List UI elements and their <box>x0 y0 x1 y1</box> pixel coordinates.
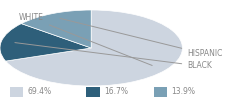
FancyBboxPatch shape <box>10 87 23 97</box>
FancyBboxPatch shape <box>86 87 100 97</box>
Text: BLACK: BLACK <box>15 43 212 70</box>
FancyBboxPatch shape <box>154 87 167 97</box>
Text: 13.9%: 13.9% <box>172 88 196 96</box>
Wedge shape <box>6 10 182 86</box>
Wedge shape <box>0 24 91 61</box>
Text: WHITE: WHITE <box>19 14 152 66</box>
Text: HISPANIC: HISPANIC <box>60 18 222 58</box>
Wedge shape <box>21 10 91 48</box>
Text: 16.7%: 16.7% <box>104 88 128 96</box>
Text: 69.4%: 69.4% <box>28 88 52 96</box>
